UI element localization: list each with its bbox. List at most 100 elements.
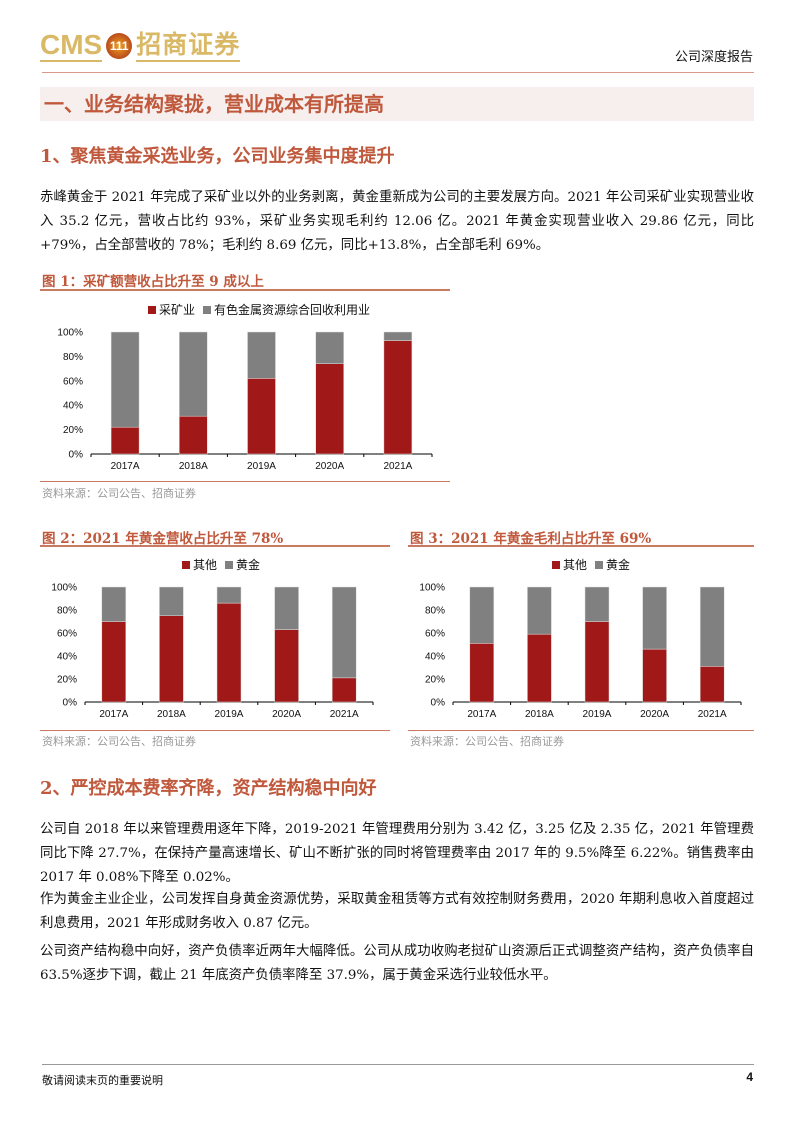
figure-1-bottom-rule [40, 481, 450, 482]
bar-secondary [699, 586, 725, 667]
legend-item: 黄金 [595, 556, 630, 573]
figure-1-source: 资料来源：公司公告、招商证券 [42, 487, 196, 500]
bar-secondary [383, 331, 413, 341]
bar-primary [110, 426, 140, 455]
cms-logo: CMS 111 招商证券 [40, 28, 241, 64]
x-tick-label: 2019A [215, 709, 244, 720]
y-tick-label: 100% [51, 583, 77, 594]
bar-secondary [331, 586, 357, 679]
x-tick-label: 2018A [525, 709, 554, 720]
report-type: 公司深度报告 [674, 50, 753, 65]
subsection-title-2: 2、严控成本费率齐降，资产结构稳中向好 [40, 778, 377, 799]
x-tick-label: 2017A [99, 709, 128, 720]
y-tick-label: 100% [57, 328, 83, 339]
figure-2-legend: 其他 黄金 [182, 556, 260, 573]
bar-primary [527, 633, 552, 703]
y-tick-label: 60% [425, 629, 445, 640]
y-tick-label: 0% [63, 698, 78, 709]
logo-cn: 招商证券 [136, 30, 241, 62]
bar-primary [383, 340, 413, 455]
bar-secondary [216, 586, 242, 604]
bar-secondary [159, 586, 184, 616]
x-tick-label: 2017A [467, 709, 496, 720]
y-tick-label: 80% [425, 606, 445, 617]
x-tick-label: 2021A [698, 709, 727, 720]
x-tick-label: 2018A [157, 709, 186, 720]
y-tick-label: 20% [57, 675, 77, 686]
y-tick-label: 80% [63, 352, 83, 363]
bar-primary [159, 615, 184, 703]
y-tick-label: 40% [57, 652, 77, 663]
y-tick-label: 40% [63, 401, 83, 412]
figure-2-source: 资料来源：公司公告、招商证券 [42, 735, 196, 748]
bar-secondary [527, 586, 552, 635]
figure-3-legend: 其他 黄金 [552, 556, 630, 573]
x-tick-label: 2021A [330, 709, 359, 720]
figure-1-title: 图 1：采矿额营收占比升至 9 成以上 [42, 274, 264, 290]
legend-item: 采矿业 [148, 301, 195, 318]
logo-text: CMS [40, 29, 103, 62]
bar-secondary [642, 586, 667, 650]
x-tick-label: 2020A [315, 461, 344, 472]
y-tick-label: 60% [57, 629, 77, 640]
figure-1-top-rule [40, 289, 450, 291]
y-tick-label: 0% [431, 698, 446, 709]
header-divider [42, 72, 754, 73]
bar-secondary [274, 586, 299, 630]
figure-3-source: 资料来源：公司公告、招商证券 [410, 735, 564, 748]
bar-secondary [584, 586, 610, 622]
paragraph-1: 赤峰黄金于 2021 年完成了采矿业以外的业务剥离，黄金重新成为公司的主要发展方… [40, 190, 754, 253]
y-tick-label: 80% [57, 606, 77, 617]
paragraph-4: 公司资产结构稳中向好，资产负债率近两年大幅降低。公司从成功收购老挝矿山资源后正式… [40, 944, 754, 983]
y-tick-label: 20% [425, 675, 445, 686]
bar-primary [216, 602, 242, 703]
x-tick-label: 2018A [179, 461, 208, 472]
bar-secondary [469, 586, 495, 644]
bar-secondary [110, 331, 140, 428]
bar-secondary [315, 331, 344, 364]
bar-primary [469, 643, 495, 703]
x-tick-label: 2021A [383, 461, 412, 472]
figure-2-bottom-rule [40, 730, 390, 731]
figure-3-top-rule [408, 545, 754, 547]
x-tick-label: 2019A [583, 709, 612, 720]
x-tick-label: 2020A [272, 709, 301, 720]
y-tick-label: 60% [63, 376, 83, 387]
figure-3-chart: 0% 20% 40% 60% 80% 100% 2017A 2018A 2019A 2020A 20… [419, 583, 742, 720]
x-tick-label: 2020A [640, 709, 669, 720]
figure-1-legend: 采矿业 有色金属资源综合回收利用业 [148, 301, 370, 318]
figure-3-title: 图 3：2021 年黄金毛利占比升至 69% [410, 531, 652, 547]
bar-primary [179, 415, 208, 455]
y-tick-label: 40% [425, 652, 445, 663]
footer-divider [42, 1064, 754, 1065]
subsection-title-1: 1、聚焦黄金采选业务，公司业务集中度提升 [40, 146, 395, 167]
bar-primary [247, 378, 276, 455]
bar-primary [101, 621, 127, 703]
bar-secondary [101, 586, 127, 622]
bar-primary [699, 666, 725, 703]
y-tick-label: 100% [419, 583, 445, 594]
bar-primary [642, 648, 667, 703]
logo-badge-icon: 111 [106, 33, 133, 59]
paragraph-3: 作为黄金主业企业，公司发挥自身黄金资源优势，采取黄金租赁等方式有效控制财务费用，… [40, 892, 754, 931]
paragraph-2: 公司自 2018 年以来管理费用逐年下降，2019-2021 年管理费用分别为 … [40, 822, 754, 885]
figure-2-title: 图 2：2021 年黄金营收占比升至 78% [42, 531, 284, 547]
figure-2-top-rule [40, 545, 390, 547]
legend-item: 有色金属资源综合回收利用业 [203, 301, 370, 318]
bar-primary [274, 629, 299, 703]
figure-1-chart: 0% 20% 40% 60% 80% 100% 2017A 2018A 2019A 2020A 20… [57, 328, 433, 472]
legend-item: 黄金 [225, 556, 260, 573]
figure-2-chart: 0% 20% 40% 60% 80% 100% 2017A 2018A 2019A 2020A 20… [51, 583, 374, 720]
x-tick-label: 2017A [111, 461, 140, 472]
bar-primary [584, 621, 610, 703]
bar-secondary [179, 331, 208, 417]
page-number: 4 [746, 1070, 753, 1084]
section-title: 一、业务结构聚拢，营业成本有所提高 [40, 87, 754, 121]
bar-secondary [247, 331, 276, 379]
legend-item: 其他 [552, 556, 587, 573]
footer-note: 敬请阅读末页的重要说明 [42, 1074, 163, 1087]
y-tick-label: 20% [63, 425, 83, 436]
bar-primary [315, 363, 344, 455]
x-tick-label: 2019A [247, 461, 276, 472]
